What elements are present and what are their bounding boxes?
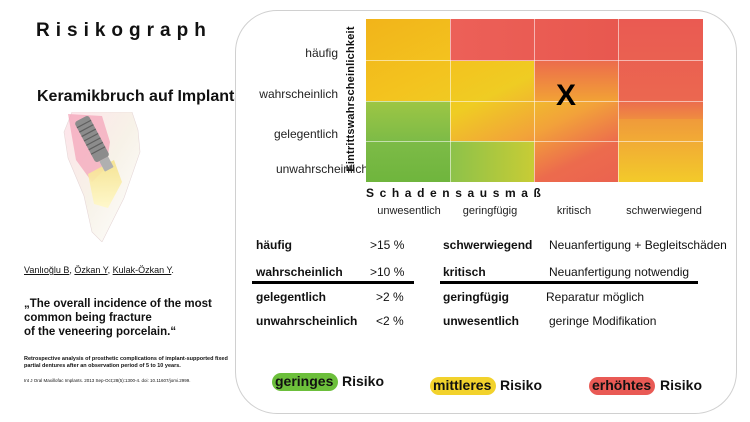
study-title: Retrospective analysis of prosthetic com… <box>24 356 228 369</box>
prob-term-4: unwahrscheinlich <box>256 314 358 328</box>
legend-divider-left <box>252 281 414 284</box>
sev-term-1: schwerwiegend <box>443 238 533 252</box>
implant-tooth-illustration <box>63 112 141 242</box>
horizontal-axis-title: Schadensausmaß <box>366 186 547 200</box>
prob-term-1: häufig <box>256 238 292 252</box>
row-label-unwahrscheinlich: unwahrscheinlich <box>275 162 368 176</box>
study-citation: Int J Oral Maxillofac Implants. 2013 Sep… <box>24 378 191 383</box>
risk-matrix: X <box>366 19 703 182</box>
page-subtitle: Keramikbruch auf Implantat <box>37 88 249 105</box>
vertical-axis-title: Eintrittswahrscheinlichkeit <box>345 26 357 172</box>
sev-value-3: Reparatur möglich <box>546 290 645 304</box>
row-label-haeufig: häufig <box>305 46 338 60</box>
col-label-kritisch: kritisch <box>556 205 592 217</box>
prob-value-2: >10 % <box>370 265 405 279</box>
page-title: Risikograph <box>36 20 212 41</box>
sev-term-3: geringfügig <box>443 290 509 304</box>
sev-value-1: Neuanfertigung + Begleitschäden <box>549 238 727 252</box>
sev-term-2: kritisch <box>443 265 486 279</box>
col-label-unwesentlich: unwesentlich <box>377 205 441 217</box>
prob-term-3: gelegentlich <box>256 290 327 304</box>
prob-term-2: wahrscheinlich <box>256 265 343 279</box>
col-label-schwerwiegend: schwerwiegend <box>626 205 702 217</box>
study-authors: Vanlıoğlu B, Özkan Y, Kulak-Özkan Y. <box>24 265 174 275</box>
legend-divider-right <box>440 281 698 284</box>
row-label-wahrscheinlich: wahrscheinlich <box>259 87 338 101</box>
sev-value-2: Neuanfertigung notwendig <box>549 265 690 279</box>
prob-value-4: <2 % <box>376 314 404 328</box>
risk-marker: X <box>556 79 577 112</box>
row-label-gelegentlich: gelegentlich <box>273 127 338 141</box>
implant-screw <box>75 115 114 172</box>
study-quote: „The overall incidence of the most commo… <box>24 298 212 338</box>
sev-value-4: geringe Modifikation <box>549 314 657 328</box>
sev-term-4: unwesentlich <box>443 314 520 328</box>
prob-value-3: >2 % <box>376 290 404 304</box>
col-label-geringfuegig: geringfügig <box>462 205 518 217</box>
prob-value-1: >15 % <box>370 238 405 252</box>
